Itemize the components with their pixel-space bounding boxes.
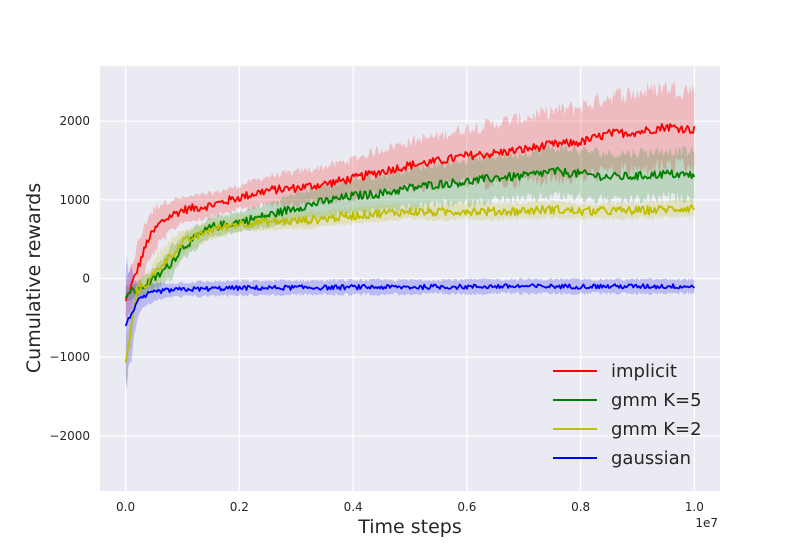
- y-axis-label: Cumulative rewards: [23, 183, 45, 373]
- legend-label: gmm K=5: [611, 390, 702, 411]
- grid: [100, 66, 720, 491]
- x-axis-offset-label: 1e7: [695, 516, 718, 530]
- y-axis-ticks: −2000 −1000 0 1000 2000: [49, 114, 90, 443]
- x-tick-label: 1.0: [685, 500, 704, 514]
- band-gmm-k-2: [125, 197, 695, 391]
- series-lines: [124, 123, 696, 363]
- series-line-gmm-k-5: [124, 166, 696, 299]
- legend-label: gmm K=2: [611, 419, 702, 440]
- legend-label: gaussian: [611, 448, 691, 469]
- series-line-gaussian: [124, 283, 695, 327]
- x-tick-label: 0.0: [116, 500, 135, 514]
- x-tick-label: 0.6: [457, 500, 476, 514]
- y-tick-label: 1000: [59, 193, 90, 207]
- x-tick-label: 0.2: [230, 500, 249, 514]
- legend: implicit gmm K=5 gmm K=2 gaussian: [553, 361, 702, 469]
- x-axis-ticks: 0.0 0.2 0.4 0.6 0.8 1.0: [116, 500, 704, 514]
- x-axis-label: Time steps: [357, 516, 462, 538]
- y-tick-label: 2000: [59, 114, 90, 128]
- x-tick-label: 0.4: [344, 500, 363, 514]
- band-implicit: [125, 80, 695, 319]
- y-tick-label: 0: [82, 272, 90, 286]
- series-line-gmm-k-2: [124, 204, 696, 363]
- y-tick-label: −1000: [49, 350, 90, 364]
- legend-label: implicit: [611, 361, 677, 382]
- x-tick-label: 0.8: [571, 500, 590, 514]
- y-tick-label: −2000: [49, 429, 90, 443]
- series-line-implicit: [124, 123, 696, 302]
- band-gmm-k-5: [125, 143, 695, 304]
